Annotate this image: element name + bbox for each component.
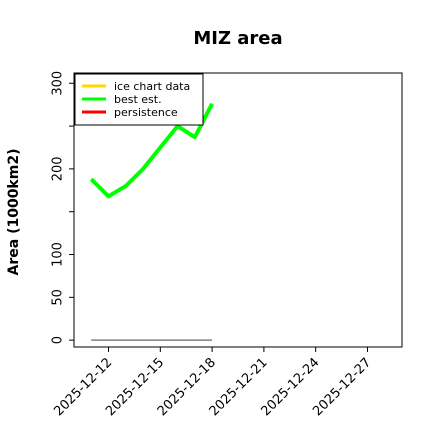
legend-label-persistence: persistence bbox=[114, 106, 178, 119]
y-tick-label: 50 bbox=[51, 289, 66, 306]
legend-label-ice-chart-data: ice chart data bbox=[114, 80, 190, 93]
legend-label-best-est-: best est. bbox=[114, 93, 162, 106]
plot-frame bbox=[73, 72, 403, 348]
y-axis-ticks: 0 50 100 200 300 bbox=[51, 71, 74, 344]
y-tick-label: 100 bbox=[51, 242, 66, 267]
y-axis-label: Area (1000km2) bbox=[6, 149, 22, 276]
series-line-best-est- bbox=[89, 102, 214, 199]
series-layer bbox=[89, 102, 214, 341]
chart-title: MIZ area bbox=[193, 28, 282, 49]
x-axis-ticks: 2025-12-122025-12-152025-12-182025-12-21… bbox=[51, 347, 374, 419]
y-tick-label: 0 bbox=[51, 336, 66, 344]
y-tick-label: 300 bbox=[51, 71, 66, 96]
y-tick-label: 200 bbox=[51, 156, 66, 181]
